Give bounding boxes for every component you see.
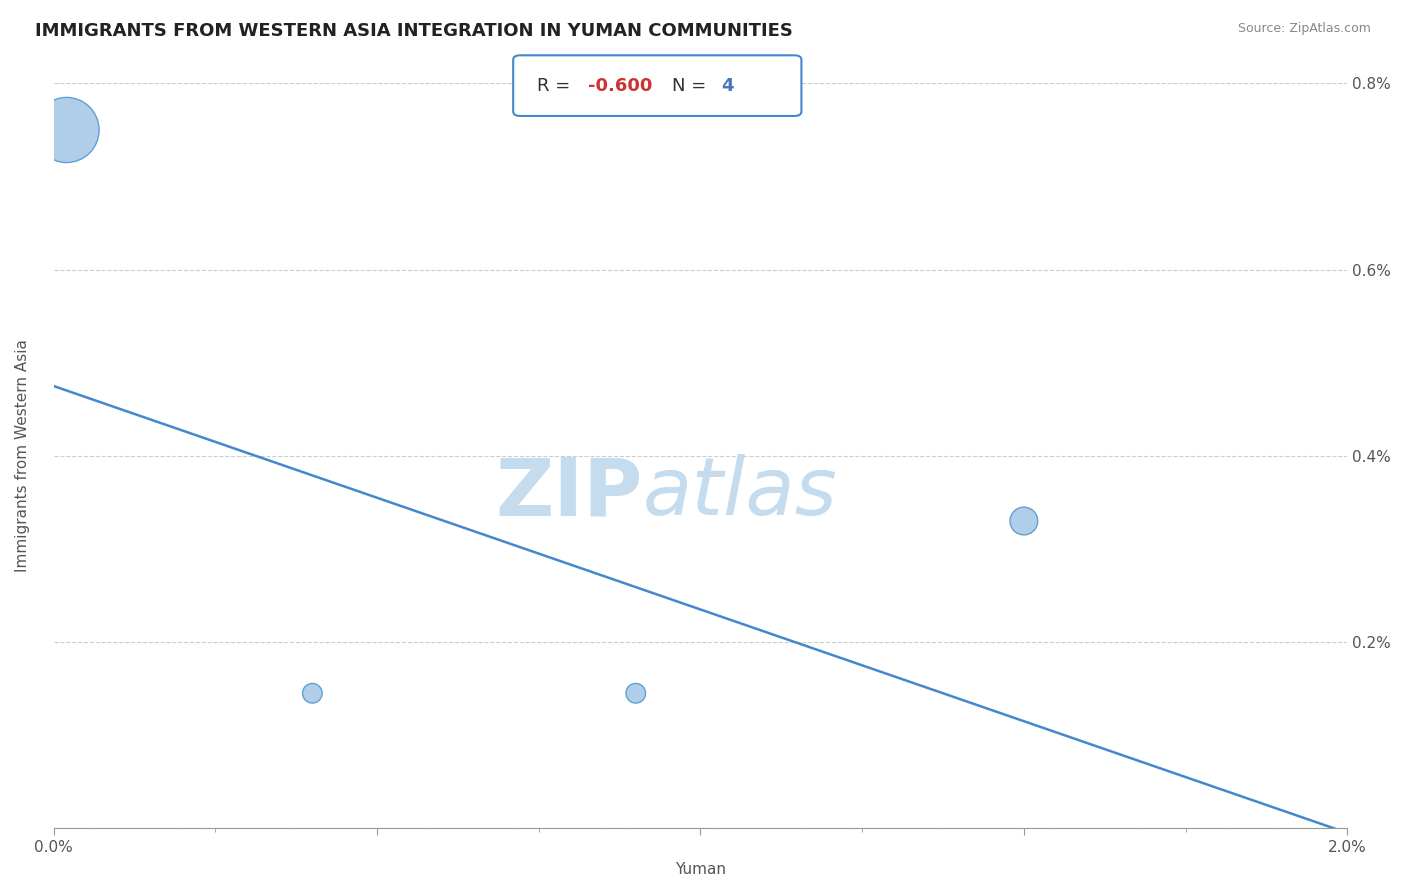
Text: Source: ZipAtlas.com: Source: ZipAtlas.com [1237, 22, 1371, 36]
Text: IMMIGRANTS FROM WESTERN ASIA INTEGRATION IN YUMAN COMMUNITIES: IMMIGRANTS FROM WESTERN ASIA INTEGRATION… [35, 22, 793, 40]
Text: N =: N = [672, 77, 711, 95]
X-axis label: Yuman: Yuman [675, 862, 725, 877]
Point [624, 686, 647, 700]
Y-axis label: Immigrants from Western Asia: Immigrants from Western Asia [15, 340, 30, 573]
Point [1012, 514, 1035, 528]
Text: 4: 4 [721, 77, 734, 95]
Point [55, 123, 77, 137]
Text: ZIP: ZIP [495, 454, 643, 533]
Text: atlas: atlas [643, 454, 837, 533]
Text: R =: R = [537, 77, 576, 95]
Point [301, 686, 323, 700]
Text: -0.600: -0.600 [588, 77, 652, 95]
